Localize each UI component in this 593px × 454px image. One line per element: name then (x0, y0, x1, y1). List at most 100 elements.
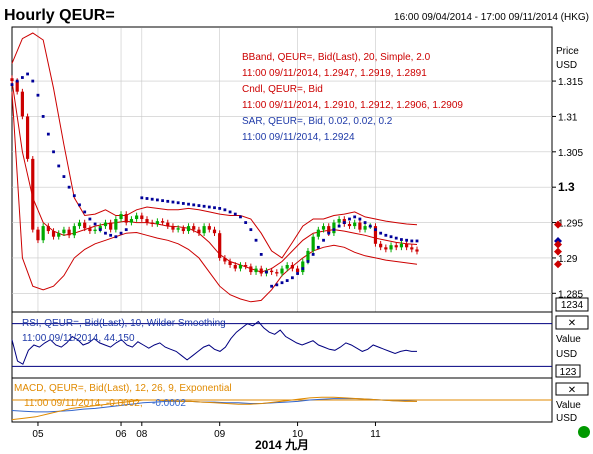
rsi-legend-line-1: RSI, QEUR=, Bid(Last), 10, Wilder Smooth… (22, 318, 226, 329)
sar-point (10, 83, 14, 86)
macd-plot (11, 396, 552, 421)
sar-point (228, 210, 232, 214)
bband-middle-line (11, 81, 418, 273)
sar-point (285, 279, 289, 282)
candle-body (129, 219, 134, 223)
sar-point (207, 205, 211, 209)
candle-body (72, 226, 76, 236)
candle-body (290, 265, 294, 269)
candle-body (394, 245, 398, 248)
sar-point (223, 208, 227, 212)
candle-body (321, 226, 326, 230)
candle-body (124, 214, 128, 223)
bband-upper-line (11, 32, 418, 259)
macd-close-button[interactable] (555, 382, 589, 396)
candle-body (109, 222, 113, 230)
sar-point (301, 267, 305, 270)
sar-point (197, 204, 201, 207)
candle-body (83, 222, 87, 229)
macd-legend-line-2b: -0.0002 (152, 398, 186, 409)
sar-point (254, 238, 258, 242)
price-marker-icon (554, 260, 562, 269)
sar-point (394, 236, 398, 240)
candle-body (332, 222, 336, 234)
candle-body (135, 215, 139, 220)
candle-body (155, 221, 159, 224)
sar-point (259, 253, 263, 256)
rsi-close-icon: ✕ (568, 318, 576, 329)
candle-body (218, 233, 222, 258)
candle-body (337, 219, 341, 223)
main-gridlines (12, 28, 552, 422)
sar-point (98, 228, 102, 232)
sar-point (348, 217, 351, 221)
sar-point (72, 194, 76, 198)
sar-point (363, 221, 367, 224)
sar-point (306, 260, 310, 263)
sar-point (67, 185, 71, 189)
candle-body (88, 228, 92, 232)
sar-point (249, 228, 253, 232)
sar-point (93, 222, 97, 226)
price-axis: 1.315 1.31 1.305 1.3 1.295 1.29 1.285 (552, 77, 583, 300)
sar-point (119, 231, 123, 235)
sar-point (161, 199, 164, 203)
legend-line-3: 11:00 09/11/2014, 1.2910, 1.2912, 1.2906… (242, 100, 463, 111)
candle-body (259, 268, 263, 274)
time-tick-label: 06 (115, 429, 127, 440)
candle-body (20, 91, 24, 117)
candle-body (238, 265, 243, 269)
candle-body (207, 226, 211, 230)
candle-body (176, 228, 180, 230)
time-axis: 05 06 08 09 10 11 (32, 422, 381, 440)
candle-body (379, 243, 383, 248)
sar-point (124, 228, 128, 232)
rsi-counter: 123 (560, 367, 577, 378)
sar-point (265, 270, 268, 274)
sar-point (368, 224, 372, 228)
sar-point (311, 253, 315, 256)
candle-body (25, 116, 30, 159)
price-tick-label: 1.3 (558, 180, 575, 194)
candle-body (202, 226, 206, 234)
sar-point (415, 239, 419, 243)
candle-body (36, 229, 40, 241)
rsi-axis-unit: USD (556, 349, 577, 360)
legend-line-2: Cndl, QEUR=, Bid (242, 84, 323, 95)
candle-body (103, 222, 108, 227)
candle-body (373, 226, 378, 244)
candle-body (233, 265, 237, 269)
price-axis-unit: USD (556, 60, 577, 71)
candle-body (363, 226, 367, 230)
rsi-axis-title: Value (556, 334, 581, 345)
price-marker-icon (554, 247, 562, 256)
candle-body (399, 243, 404, 248)
price-tick-label: 1.29 (558, 254, 578, 265)
main-counter-box (555, 297, 589, 312)
sar-point (400, 238, 403, 241)
candle-body (41, 226, 45, 241)
candle-body (306, 250, 310, 262)
candle-body (316, 229, 320, 237)
candle-body (270, 270, 274, 273)
sar-point (36, 93, 40, 97)
rsi-plot (11, 320, 552, 367)
main-panel (11, 26, 553, 313)
sar-point (275, 283, 279, 287)
candle-body (285, 265, 289, 269)
rsi-close-button[interactable] (555, 315, 589, 330)
time-tick-label: 08 (136, 429, 148, 440)
candle-body (160, 221, 165, 223)
price-marker-icon (554, 240, 562, 249)
sar-point (384, 233, 388, 237)
main-counter: 1234 (561, 300, 584, 311)
sar-point (104, 231, 107, 235)
sar-point (78, 203, 81, 207)
candle-body (51, 231, 56, 237)
legend-line-5: 11:00 09/11/2014, 1.2924 (242, 132, 355, 143)
sar-point (410, 239, 414, 243)
sar-point (379, 231, 383, 235)
candle-body (114, 219, 118, 230)
time-tick-label: 11 (370, 429, 381, 440)
sar-point (270, 284, 274, 288)
